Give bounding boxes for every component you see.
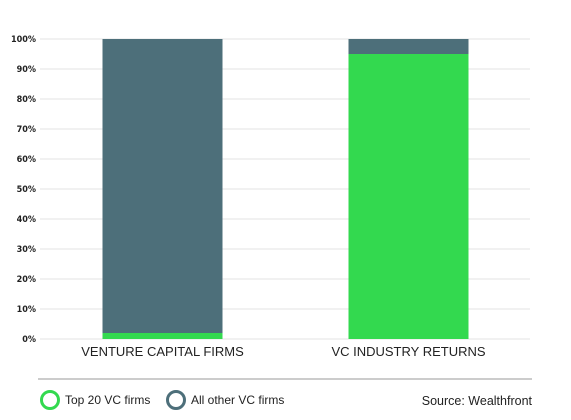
legend-label: All other VC firms bbox=[191, 393, 284, 407]
legend-marker-icon bbox=[40, 390, 60, 410]
y-axis-tick-labels: 0% 10% 20% 30% 40% 50% 60% 70% 80% 90% 100% bbox=[11, 35, 36, 345]
legend-label: Top 20 VC firms bbox=[65, 393, 150, 407]
y-tick-label: 40% bbox=[17, 215, 36, 225]
y-tick-label: 80% bbox=[17, 95, 36, 105]
y-tick-label: 50% bbox=[17, 185, 36, 195]
bar-segment-all-other-0 bbox=[102, 39, 223, 333]
y-tick-label: 30% bbox=[17, 245, 36, 255]
source-label: Source: Wealthfront bbox=[422, 394, 533, 408]
bar-segment-top-20-0 bbox=[102, 333, 223, 339]
bars bbox=[102, 39, 469, 339]
bar-segment-top-20-1 bbox=[348, 54, 469, 339]
legend: Top 20 VC firms All other VC firms bbox=[40, 390, 284, 410]
x-axis-category-labels: VENTURE CAPITAL FIRMS VC INDUSTRY RETURNS bbox=[81, 344, 486, 359]
bar-segment-all-other-1 bbox=[348, 39, 469, 54]
y-tick-label: 60% bbox=[17, 155, 36, 165]
legend-marker-icon bbox=[166, 390, 186, 410]
y-tick-label: 90% bbox=[17, 65, 36, 75]
category-label: VENTURE CAPITAL FIRMS bbox=[81, 344, 244, 359]
y-tick-label: 70% bbox=[17, 125, 36, 135]
category-label: VC INDUSTRY RETURNS bbox=[331, 344, 485, 359]
y-tick-label: 20% bbox=[17, 275, 36, 285]
y-tick-label: 100% bbox=[11, 35, 36, 45]
y-tick-label: 10% bbox=[17, 305, 36, 315]
y-tick-label: 0% bbox=[22, 335, 36, 345]
